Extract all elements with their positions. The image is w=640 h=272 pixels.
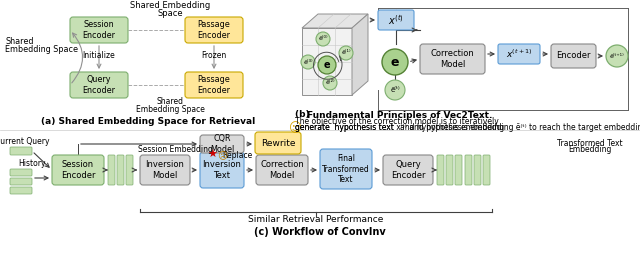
Circle shape bbox=[301, 55, 315, 69]
FancyBboxPatch shape bbox=[420, 44, 485, 74]
Text: Session
Encoder: Session Encoder bbox=[61, 160, 95, 180]
Circle shape bbox=[606, 45, 628, 67]
Text: Passage
Encoder: Passage Encoder bbox=[198, 75, 230, 95]
FancyBboxPatch shape bbox=[117, 155, 124, 185]
Text: Shared: Shared bbox=[157, 97, 184, 107]
Text: Fundamental Principles of Vec2Text.: Fundamental Principles of Vec2Text. bbox=[307, 110, 492, 119]
Text: $x^{(t)}$: $x^{(t)}$ bbox=[388, 13, 404, 27]
Text: Shared Embedding: Shared Embedding bbox=[130, 2, 210, 11]
FancyBboxPatch shape bbox=[255, 132, 301, 154]
FancyBboxPatch shape bbox=[185, 17, 243, 43]
Text: $x^{(t+1)}$: $x^{(t+1)}$ bbox=[506, 48, 532, 60]
FancyBboxPatch shape bbox=[446, 155, 453, 185]
FancyBboxPatch shape bbox=[70, 17, 128, 43]
Polygon shape bbox=[302, 28, 352, 95]
FancyBboxPatch shape bbox=[10, 169, 32, 176]
FancyBboxPatch shape bbox=[10, 178, 32, 185]
Text: Query
Encoder: Query Encoder bbox=[391, 160, 425, 180]
FancyBboxPatch shape bbox=[498, 44, 540, 64]
Text: e: e bbox=[391, 55, 399, 69]
FancyBboxPatch shape bbox=[200, 152, 244, 188]
Circle shape bbox=[382, 49, 408, 75]
Text: Embedding: Embedding bbox=[568, 146, 612, 154]
Text: Inversion
Model: Inversion Model bbox=[145, 160, 184, 180]
Text: ẽ⁽ᵗ⁺¹⁾: ẽ⁽ᵗ⁺¹⁾ bbox=[610, 54, 625, 58]
Text: The objective of the correction model is to iteratively: The objective of the correction model is… bbox=[295, 116, 499, 125]
Text: CQR
Model: CQR Model bbox=[210, 134, 234, 154]
FancyBboxPatch shape bbox=[140, 155, 190, 185]
Text: ☺: ☺ bbox=[289, 122, 301, 135]
FancyBboxPatch shape bbox=[10, 187, 32, 194]
Text: Correction
Model: Correction Model bbox=[260, 160, 304, 180]
Polygon shape bbox=[302, 14, 368, 28]
Text: Shared: Shared bbox=[5, 38, 33, 47]
Text: ẽ⁽²⁾: ẽ⁽²⁾ bbox=[325, 81, 335, 85]
Text: ☹: ☹ bbox=[217, 150, 227, 160]
Text: Embedding Space: Embedding Space bbox=[5, 45, 78, 54]
Text: Space: Space bbox=[157, 8, 183, 17]
Circle shape bbox=[385, 80, 405, 100]
FancyBboxPatch shape bbox=[465, 155, 472, 185]
Text: Session
Encoder: Session Encoder bbox=[83, 20, 115, 40]
FancyBboxPatch shape bbox=[320, 149, 372, 189]
Text: Query
Encoder: Query Encoder bbox=[83, 75, 115, 95]
FancyBboxPatch shape bbox=[256, 155, 308, 185]
Text: Session Embedding: Session Embedding bbox=[138, 146, 212, 154]
FancyBboxPatch shape bbox=[383, 155, 433, 185]
Text: (c) Workflow of ConvInv: (c) Workflow of ConvInv bbox=[254, 227, 386, 237]
Text: Replace: Replace bbox=[222, 150, 252, 159]
Text: Frozen: Frozen bbox=[202, 51, 227, 60]
Text: e: e bbox=[324, 60, 330, 70]
FancyBboxPatch shape bbox=[126, 155, 133, 185]
Text: Final
Transformed
Text: Final Transformed Text bbox=[322, 154, 370, 184]
Circle shape bbox=[318, 56, 336, 74]
FancyBboxPatch shape bbox=[185, 72, 243, 98]
FancyBboxPatch shape bbox=[200, 135, 244, 153]
Circle shape bbox=[339, 46, 353, 60]
FancyBboxPatch shape bbox=[551, 44, 596, 68]
Circle shape bbox=[316, 32, 330, 46]
FancyBboxPatch shape bbox=[474, 155, 481, 185]
FancyBboxPatch shape bbox=[437, 155, 444, 185]
Text: Passage
Encoder: Passage Encoder bbox=[198, 20, 230, 40]
FancyBboxPatch shape bbox=[483, 155, 490, 185]
Text: ẽ⁽ᵗ⁾: ẽ⁽ᵗ⁾ bbox=[390, 87, 400, 93]
Text: (a) Shared Embedding Space for Retrieval: (a) Shared Embedding Space for Retrieval bbox=[41, 118, 255, 126]
FancyBboxPatch shape bbox=[108, 155, 115, 185]
FancyBboxPatch shape bbox=[52, 155, 104, 185]
FancyBboxPatch shape bbox=[70, 72, 128, 98]
Text: Current Query: Current Query bbox=[0, 137, 49, 146]
Text: and hypothesis embedding: and hypothesis embedding bbox=[400, 122, 504, 131]
Text: Correction
Model: Correction Model bbox=[431, 49, 474, 69]
Text: generate  hypothesis text: generate hypothesis text bbox=[295, 122, 396, 131]
Text: ẽ⁽⁰⁾: ẽ⁽⁰⁾ bbox=[318, 36, 328, 41]
Text: Rewrite: Rewrite bbox=[260, 138, 295, 147]
Text: Inversion
Text: Inversion Text bbox=[203, 160, 241, 180]
Text: Encoder: Encoder bbox=[556, 51, 591, 60]
Text: Similar Retrieval Performance: Similar Retrieval Performance bbox=[248, 215, 384, 224]
Text: ★: ★ bbox=[207, 150, 217, 160]
Text: ẽ⁽³⁾: ẽ⁽³⁾ bbox=[303, 60, 313, 64]
FancyBboxPatch shape bbox=[10, 147, 32, 155]
Text: ẽ⁽¹⁾: ẽ⁽¹⁾ bbox=[341, 50, 351, 54]
Text: Transformed Text: Transformed Text bbox=[557, 138, 623, 147]
Circle shape bbox=[323, 76, 337, 90]
Text: Initialize: Initialize bbox=[83, 51, 115, 60]
FancyBboxPatch shape bbox=[455, 155, 462, 185]
Text: Embedding Space: Embedding Space bbox=[136, 104, 204, 113]
Text: generate  hypothesis text x⁽ᵗ⁾ and hypothesis embedding ẽ⁽ᵗ⁾ to reach the target: generate hypothesis text x⁽ᵗ⁾ and hypoth… bbox=[295, 122, 640, 131]
FancyBboxPatch shape bbox=[378, 10, 414, 30]
Polygon shape bbox=[352, 14, 368, 95]
Text: (b): (b) bbox=[295, 110, 313, 119]
Text: History: History bbox=[18, 159, 45, 168]
